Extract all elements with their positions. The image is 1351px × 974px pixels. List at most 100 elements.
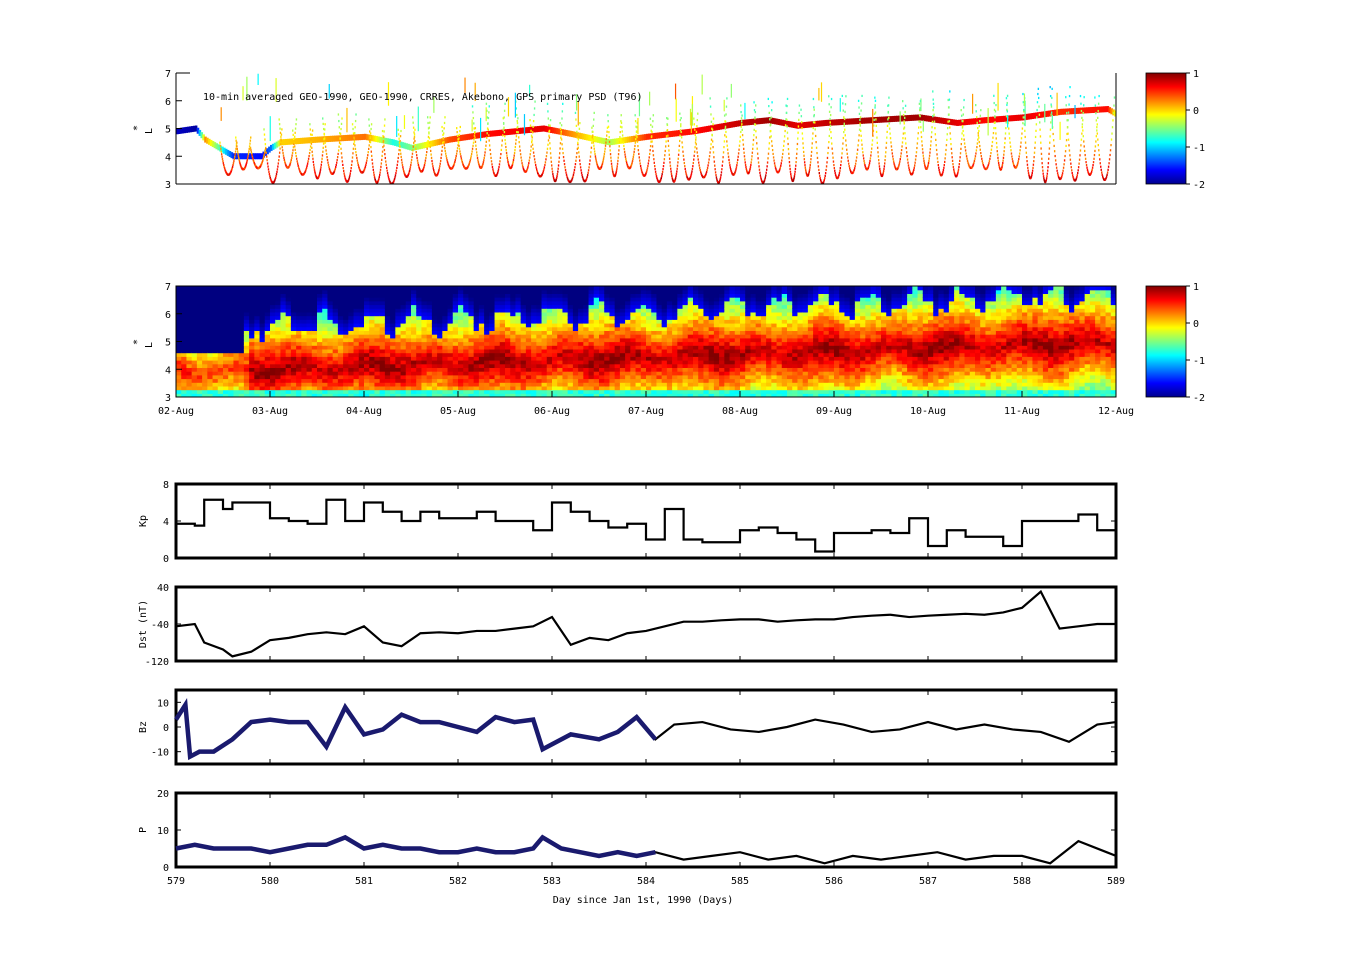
psd-point [811, 142, 813, 145]
heatmap-cell [395, 385, 402, 391]
psd-point [1065, 108, 1068, 115]
psd-point [743, 155, 746, 158]
psd-point [387, 174, 389, 177]
psd-point [1099, 162, 1101, 165]
psd-point [739, 135, 742, 138]
psd-point [478, 132, 482, 139]
heatmap-cell [332, 300, 339, 306]
psd-point [692, 165, 694, 168]
psd-point [454, 160, 456, 164]
psd-point [749, 167, 751, 171]
psd-point [790, 175, 792, 178]
psd-point [975, 118, 978, 125]
heatmap-cell [379, 337, 386, 343]
heatmap-cell [499, 286, 506, 291]
heatmap-cell [343, 330, 349, 335]
psd-point [529, 153, 531, 156]
psd-point [282, 151, 284, 155]
heatmap-cell [337, 360, 344, 365]
heatmap-cell [442, 308, 449, 313]
psd-point [491, 165, 494, 169]
heatmap-cell [348, 319, 355, 324]
heatmap-cell [264, 334, 271, 339]
psd-point [636, 140, 639, 143]
heatmap-cell [290, 286, 297, 291]
psd-point [1061, 108, 1065, 115]
heatmap-cell [270, 389, 276, 394]
heatmap-cell [353, 371, 360, 376]
heatmap-cell [416, 297, 423, 302]
heatmap-cell [228, 326, 235, 331]
psd-point [696, 147, 698, 150]
psd-point [461, 134, 465, 141]
heatmap-cell [353, 348, 360, 354]
psd-point [892, 155, 894, 158]
heatmap-cell [233, 374, 240, 380]
psd-point [857, 99, 860, 102]
psd-point [874, 99, 877, 102]
heatmap-cell [285, 293, 292, 298]
psd-point [340, 152, 343, 155]
heatmap-cell [322, 345, 329, 350]
heatmap-cell [332, 315, 339, 320]
heatmap-cell [337, 352, 344, 357]
heatmap-cell [233, 356, 240, 361]
heatmap-cell [280, 345, 287, 350]
heatmap-cell [254, 352, 261, 357]
heatmap-cell [494, 326, 501, 331]
heatmap-cell [337, 304, 344, 309]
psd-point [795, 157, 798, 160]
heatmap-cell [285, 300, 292, 306]
psd-point [582, 177, 584, 180]
heatmap-cell [458, 382, 464, 387]
heatmap-cell [207, 341, 214, 346]
psd-point [231, 168, 233, 171]
heatmap-cell [437, 352, 443, 357]
heatmap-cell [202, 374, 208, 380]
heatmap-cell [238, 286, 245, 291]
heatmap-cell [280, 348, 287, 354]
psd-point [488, 111, 490, 114]
heatmap-cell [353, 311, 360, 317]
psd-point [947, 120, 949, 123]
psd-point [443, 144, 446, 147]
psd-point [450, 136, 454, 143]
heatmap-cell [374, 382, 381, 387]
psd-point [562, 152, 564, 155]
heatmap-cell [181, 311, 188, 317]
psd-point [349, 172, 352, 175]
heatmap-cell [343, 352, 349, 357]
heatmap-cell [202, 334, 208, 339]
psd-point [863, 159, 865, 163]
psd-point [927, 161, 930, 165]
heatmap-cell [374, 345, 381, 350]
heatmap-cell [452, 360, 459, 365]
psd-point [1030, 175, 1033, 178]
psd-point [531, 143, 534, 146]
heatmap-cell [249, 319, 255, 324]
psd-point [1036, 101, 1039, 104]
heatmap-cell [343, 326, 349, 331]
psd-point [997, 161, 1000, 165]
heatmap-cell [311, 385, 318, 391]
psd-point [263, 152, 266, 155]
psd-point [448, 136, 452, 143]
heatmap-cell [473, 378, 480, 383]
heatmap-cell [217, 293, 224, 298]
heatmap-cell [390, 293, 396, 298]
psd-point [675, 172, 678, 175]
psd-point [803, 154, 805, 157]
psd-point [576, 130, 578, 133]
heatmap-cell [442, 337, 449, 343]
psd-point [1109, 153, 1111, 157]
heatmap-cell [452, 330, 459, 335]
psd-point [247, 152, 250, 155]
heatmap-cell [510, 304, 517, 309]
heatmap-cell [275, 352, 282, 357]
psd-point [931, 131, 933, 134]
heatmap-cell [317, 326, 323, 331]
heatmap-cell [510, 371, 517, 376]
heatmap-cell [458, 293, 464, 298]
psd-point [783, 120, 786, 127]
heatmap-cell [358, 308, 365, 313]
